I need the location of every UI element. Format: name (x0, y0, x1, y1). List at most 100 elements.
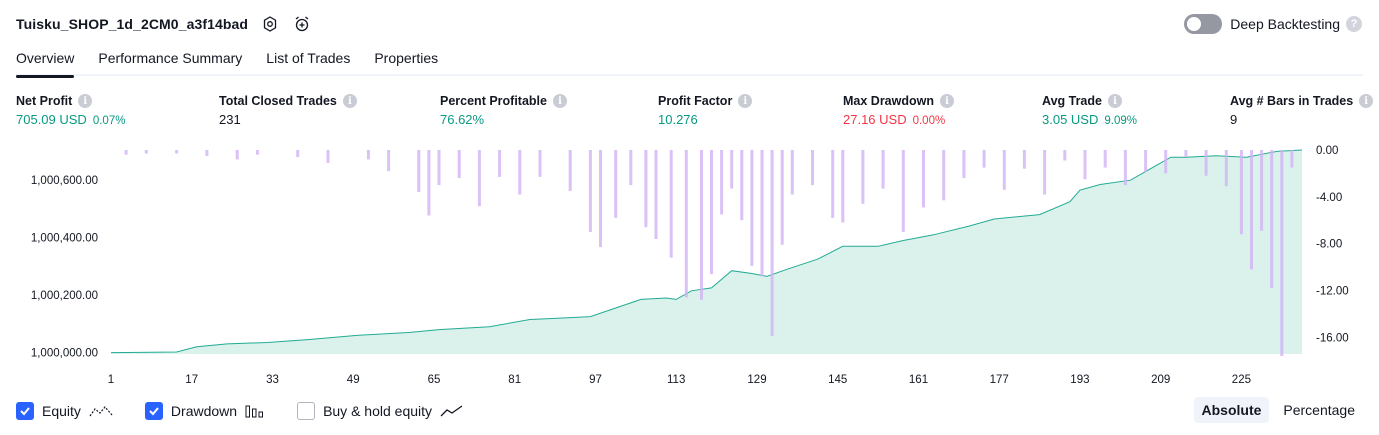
drawdown-bar (498, 150, 502, 177)
drawdown-bar (831, 150, 835, 218)
drawdown-bar (710, 150, 713, 275)
drawdown-bar (982, 150, 986, 168)
chart-legend: Equity Drawdown Buy & hold equity (16, 400, 496, 422)
drawdown-bar (1083, 150, 1087, 180)
left-axis-tick: 1,000,200.00 (31, 290, 98, 302)
drawdown-bars-icon (245, 404, 265, 418)
metric-value: 231 (219, 112, 241, 127)
metric-label: Total Closed Trades (219, 94, 337, 108)
left-axis-tick: 1,000,000.00 (31, 348, 98, 360)
drawdown-bar (538, 150, 542, 177)
drawdown-bar (700, 150, 703, 300)
right-axis-tick: -12.00 (1316, 286, 1349, 298)
settings-icon[interactable] (260, 14, 280, 34)
strategy-header: Tuisku_SHOP_1d_2CM0_a3f14bad (16, 12, 312, 36)
drawdown-bar (629, 150, 633, 186)
metric-label: Avg # Bars in Trades (1230, 94, 1354, 108)
metric-value: 3.05 USD (1042, 112, 1099, 127)
info-icon[interactable]: i (940, 94, 954, 108)
drawdown-bar (811, 150, 814, 186)
tab-list-of-trades[interactable]: List of Trades (266, 50, 351, 66)
x-axis-tick: 177 (990, 374, 1009, 386)
alarm-plus-icon[interactable] (292, 14, 312, 34)
deep-backtesting-label: Deep Backtesting (1230, 16, 1340, 32)
legend-drawdown[interactable]: Drawdown (144, 402, 265, 420)
drawdown-bar (614, 150, 618, 218)
x-axis-tick: 145 (828, 374, 847, 386)
metric-max-drawdown: Max Drawdown i 27.16 USD 0.00% (843, 92, 954, 130)
drawdown-bar (296, 150, 300, 157)
equity-drawdown-chart[interactable]: 1,000,000.00 1,000,200.00 1,000,400.00 1,00… (0, 140, 1379, 390)
x-axis-tick: 81 (508, 374, 521, 386)
drawdown-bar (841, 150, 845, 223)
drawdown-bar (1250, 150, 1253, 270)
x-axis-tick: 193 (1070, 374, 1089, 386)
x-axis-tick: 97 (589, 374, 602, 386)
equity-checkbox[interactable] (16, 402, 34, 420)
percentage-button[interactable]: Percentage (1283, 402, 1355, 418)
metric-label: Avg Trade (1042, 94, 1102, 108)
right-axis-tick: -8.00 (1316, 239, 1342, 251)
drawdown-bar (654, 150, 658, 239)
metric-percent: 0.00% (912, 115, 946, 127)
drawdown-bar (790, 150, 794, 195)
x-axis-tick: 209 (1151, 374, 1170, 386)
info-icon[interactable]: i (78, 94, 93, 108)
drawdown-bar (235, 150, 239, 160)
right-axis-tick: -4.00 (1316, 192, 1342, 204)
metric-percent: 0.07% (92, 115, 126, 127)
drawdown-bar (437, 150, 441, 186)
drawdown-bar (326, 150, 330, 163)
buy-hold-checkbox[interactable] (297, 402, 316, 420)
drawdown-checkbox[interactable] (144, 402, 163, 420)
metric-net-profit: Net Profit i 705.09 USD 0.07% (16, 92, 125, 130)
drawdown-bar (1002, 150, 1006, 190)
drawdown-bar (144, 150, 148, 154)
drawdown-bar (750, 150, 754, 266)
drawdown-bar (588, 150, 592, 232)
info-icon[interactable]: i (738, 94, 753, 108)
info-icon[interactable]: i (342, 94, 357, 108)
drawdown-bar (962, 150, 966, 179)
drawdown-bar (1270, 150, 1274, 289)
drawdown-bar (1290, 150, 1294, 168)
metric-total-closed-trades: Total Closed Trades i 231 (219, 92, 357, 130)
drawdown-bar (1184, 150, 1188, 157)
drawdown-bar (1204, 150, 1208, 176)
x-axis-tick: 49 (347, 374, 360, 386)
drawdown-bar (861, 150, 865, 204)
info-icon[interactable]: i (1359, 94, 1374, 108)
absolute-button[interactable]: Absolute (1193, 397, 1270, 423)
drawdown-bar (740, 150, 744, 221)
x-axis-tick: 33 (266, 374, 279, 386)
left-axis-tick: 1,000,400.00 (31, 233, 98, 245)
info-icon[interactable]: i (1107, 94, 1122, 108)
x-axis-tick: 113 (667, 374, 685, 386)
x-axis-tick: 1 (108, 374, 114, 386)
drawdown-bar (1103, 150, 1107, 168)
tab-overview[interactable]: Overview (16, 44, 75, 78)
equity-area (111, 150, 1302, 354)
drawdown-bar (720, 150, 724, 215)
drawdown-bar (1164, 150, 1168, 174)
metric-profit-factor: Profit Factor i 10.276 (658, 92, 753, 130)
drawdown-bar (205, 150, 209, 156)
deep-backtesting: Deep Backtesting ? (1184, 12, 1362, 36)
help-icon[interactable]: ? (1346, 16, 1362, 32)
buy-hold-line-icon (440, 404, 464, 418)
legend-equity[interactable]: Equity (16, 402, 113, 420)
tab-properties[interactable]: Properties (374, 50, 439, 66)
drawdown-bar (684, 150, 688, 298)
drawdown-bar (255, 150, 259, 155)
drawdown-bar (599, 150, 602, 248)
tab-performance-summary[interactable]: Performance Summary (98, 50, 243, 66)
deep-backtesting-toggle[interactable] (1184, 14, 1223, 34)
drawdown-bar (366, 150, 370, 160)
drawdown-bar (1063, 150, 1067, 161)
x-axis-tick: 225 (1232, 374, 1251, 386)
legend-buy-hold[interactable]: Buy & hold equity (297, 402, 464, 420)
drawdown-bar (175, 150, 179, 154)
x-axis-tick: 129 (747, 374, 766, 386)
drawdown-bar (1239, 150, 1243, 235)
info-icon[interactable]: i (552, 94, 567, 108)
